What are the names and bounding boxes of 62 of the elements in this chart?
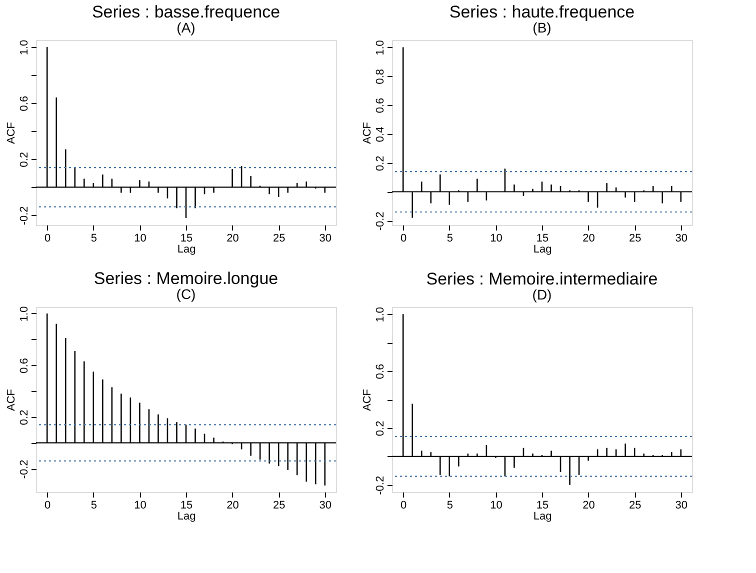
y-tick-label: 0.2	[18, 410, 30, 426]
x-tick-label: 30	[319, 500, 332, 512]
x-tick-label: 15	[536, 500, 549, 512]
x-tick-label: 5	[446, 232, 453, 244]
y-tick-label: -0.2	[374, 212, 386, 231]
x-tick-label: 10	[490, 500, 502, 512]
x-tick-label: 15	[536, 232, 549, 244]
y-tick-label: 0.8	[374, 68, 386, 84]
y-tick-label: -0.2	[18, 460, 30, 479]
y-tick-label: -0.2	[18, 206, 30, 226]
x-tick-label: 20	[226, 500, 239, 512]
x-tick-label: 25	[272, 500, 286, 512]
y-axis-title: ACF	[362, 388, 374, 411]
y-tick-label: 0.6	[18, 358, 30, 374]
x-axis-title: Lag	[177, 510, 196, 522]
y-tick-label: 0.6	[374, 364, 386, 380]
x-tick-label: 15	[180, 232, 193, 244]
chart-subtitle: (A)	[176, 19, 196, 36]
y-tick-label: 0.2	[374, 156, 386, 171]
y-tick-label: 0.4	[374, 126, 386, 142]
x-axis-title: Lag	[177, 244, 196, 256]
x-tick-label: 25	[272, 232, 286, 244]
x-tick-label: 0	[44, 232, 51, 244]
chart-title: Series : Memoire.intermediaire	[426, 269, 658, 288]
x-tick-label: 20	[582, 500, 595, 512]
x-tick-label: 5	[90, 232, 97, 244]
chart-title: Series : Memoire.longue	[94, 268, 278, 288]
x-tick-label: 0	[44, 500, 51, 512]
x-tick-label: 0	[400, 232, 407, 244]
x-tick-label: 20	[226, 232, 239, 244]
chart-title: Series : haute.frequence	[449, 2, 635, 22]
x-tick-label: 5	[446, 500, 453, 512]
chart-subtitle: (B)	[532, 20, 552, 36]
y-tick-label: 1.0	[18, 40, 30, 56]
y-axis-title: ACF	[6, 122, 18, 144]
x-tick-label: 30	[675, 232, 688, 244]
chart-subtitle: (D)	[532, 286, 552, 302]
y-tick-label: 1.0	[18, 306, 30, 322]
x-tick-label: 15	[180, 500, 193, 512]
x-tick-label: 30	[675, 500, 688, 512]
x-tick-label: 10	[490, 232, 502, 244]
x-tick-label: 10	[134, 500, 146, 512]
y-tick-label: 0.2	[374, 420, 386, 436]
y-tick-label: 0.6	[374, 98, 386, 114]
y-axis-title: ACF	[6, 388, 18, 411]
x-tick-label: 5	[90, 500, 97, 512]
x-tick-label: 20	[582, 232, 595, 244]
x-tick-label: 30	[319, 232, 332, 244]
y-axis-title: ACF	[362, 122, 374, 144]
x-axis-title: Lag	[533, 244, 552, 256]
y-tick-label: 0.2	[18, 152, 30, 168]
x-tick-label: 25	[628, 500, 642, 512]
chart-title: Series : basse.frequence	[92, 2, 280, 22]
x-tick-label: 0	[400, 500, 407, 512]
chart-subtitle: (C)	[176, 286, 196, 302]
x-tick-label: 10	[134, 232, 146, 244]
x-tick-label: 25	[628, 232, 642, 244]
x-axis-title: Lag	[533, 510, 552, 522]
y-tick-label: 1.0	[374, 40, 386, 56]
y-tick-label: 1.0	[374, 306, 386, 322]
y-tick-label: 0.6	[18, 96, 30, 112]
y-tick-label: -0.2	[374, 476, 386, 495]
